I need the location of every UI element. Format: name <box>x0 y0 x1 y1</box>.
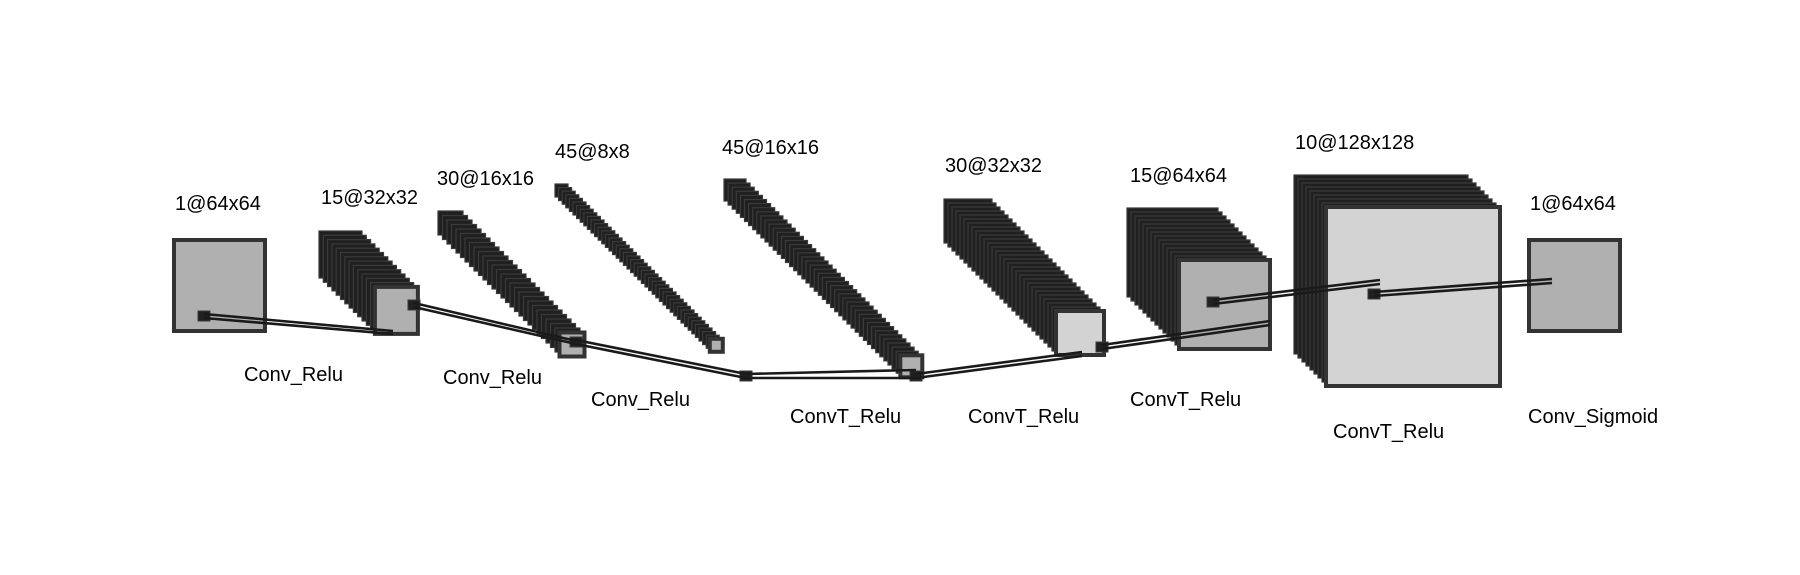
connector-line <box>1101 319 1271 347</box>
connector-line <box>575 338 747 376</box>
layer-stack-4 <box>554 183 725 354</box>
front-feature-map <box>1177 258 1272 351</box>
op-label-3: Conv_Relu <box>591 389 690 411</box>
connector-line <box>1373 277 1553 294</box>
layer-stack-5 <box>723 178 925 380</box>
layer-label-4: 45@8x8 <box>555 141 630 163</box>
connector-line <box>915 354 1083 380</box>
layer-stack-9 <box>1527 238 1622 333</box>
layer-stack-8 <box>1293 174 1502 388</box>
kernel-marker-8 <box>1367 288 1381 300</box>
layer-stack-3 <box>437 210 587 359</box>
layer-stacks <box>172 174 1622 388</box>
op-label-7: ConvT_Relu <box>1333 421 1444 443</box>
kernel-marker-1 <box>197 310 211 322</box>
layer-label-6: 30@32x32 <box>945 155 1042 177</box>
op-label-4: ConvT_Relu <box>790 406 901 428</box>
layer-label-7: 15@64x64 <box>1130 165 1227 187</box>
layer-stack-6 <box>943 198 1106 357</box>
connector-line <box>575 342 747 380</box>
front-feature-map <box>1527 238 1622 333</box>
connectors <box>197 277 1553 382</box>
op-label-2: Conv_Relu <box>443 367 542 389</box>
layer-label-2: 15@32x32 <box>321 187 418 209</box>
op-label-6: ConvT_Relu <box>1130 389 1241 411</box>
op-label-8: Conv_Sigmoid <box>1528 406 1658 428</box>
connector-line <box>1212 282 1381 306</box>
connector-line <box>1373 281 1553 298</box>
connector-line <box>1212 278 1381 302</box>
connector-line <box>203 316 394 336</box>
front-feature-map <box>1324 205 1502 388</box>
connector-line <box>745 368 917 376</box>
connector-line <box>413 301 577 343</box>
connector-line <box>413 305 577 346</box>
layer-stack-2 <box>318 230 420 336</box>
layer-label-9: 1@64x64 <box>1530 193 1616 215</box>
connector-line <box>1101 323 1271 351</box>
connector-line <box>915 350 1083 376</box>
layer-label-3: 30@16x16 <box>437 168 534 190</box>
op-label-5: ConvT_Relu <box>968 406 1079 428</box>
front-feature-map <box>707 336 725 354</box>
layer-label-1: 1@64x64 <box>175 193 261 215</box>
layer-label-5: 45@16x16 <box>722 137 819 159</box>
layer-label-8: 10@128x128 <box>1295 132 1414 154</box>
connector-line <box>203 312 394 333</box>
op-label-1: Conv_Relu <box>244 364 343 386</box>
